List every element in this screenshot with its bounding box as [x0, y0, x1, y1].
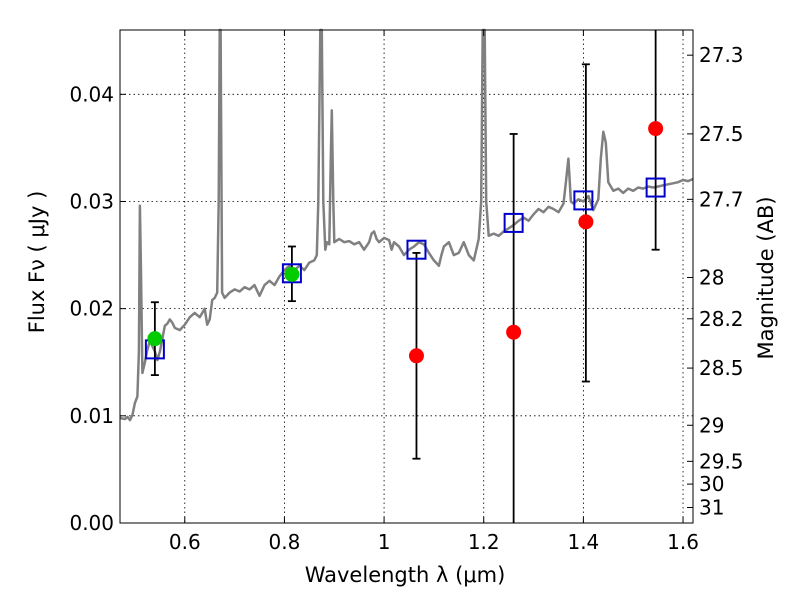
y-tick-label: 0.04: [69, 82, 114, 106]
detection-point: [147, 331, 163, 347]
magnitude-tick-label: 27.3: [699, 43, 744, 67]
detection-point: [284, 266, 300, 282]
y-tick-label: 0.03: [69, 189, 114, 213]
spectrum-layer: [119, 28, 694, 422]
measurement-point: [408, 348, 424, 364]
measurement-point: [578, 214, 594, 230]
magnitude-axis-label: Magnitude (AB): [754, 196, 778, 359]
plot-frame: [119, 29, 694, 524]
model-flux-square: [573, 190, 594, 211]
x-tick-label: 1: [378, 530, 391, 554]
x-tick-label: 1.6: [667, 530, 699, 554]
x-tick-label: 1.4: [567, 530, 599, 554]
model-flux-square: [406, 239, 427, 260]
magnitude-tick-label: 29: [699, 413, 724, 437]
x-tick-label: 0.6: [169, 530, 201, 554]
magnitude-tick-label: 31: [699, 496, 724, 520]
y-axis-ticks: 0.00 0.01 0.02 0.03 0.04: [69, 82, 126, 535]
x-tick-label: 1.2: [468, 530, 500, 554]
spectrum-line: [119, 28, 694, 422]
grid-lines: [120, 30, 693, 524]
magnitude-tick-label: 30: [699, 472, 724, 496]
y-tick-label: 0.02: [69, 297, 114, 321]
measurement-point: [506, 324, 522, 340]
model-flux-square: [645, 177, 666, 198]
magnitude-tick-label: 27.5: [699, 122, 744, 146]
x-tick-label: 0.8: [269, 530, 301, 554]
y-tick-label: 0.00: [69, 511, 114, 535]
y-axis-label: Flux Fν ( μJy ): [25, 191, 49, 334]
magnitude-tick-label: 29.5: [699, 449, 744, 473]
marker-layer: [144, 121, 666, 364]
measurement-point: [648, 121, 664, 137]
magnitude-tick-label: 27.7: [699, 187, 744, 211]
y-tick-label: 0.01: [69, 404, 114, 428]
magnitude-tick-label: 28: [699, 265, 724, 289]
x-axis-label: Wavelength λ (μm): [305, 563, 506, 587]
magnitude-tick-label: 28.2: [699, 307, 744, 331]
x-axis-ticks: 0.6 0.8 1 1.2 1.4 1.6: [169, 30, 699, 554]
model-flux-square: [281, 263, 302, 284]
magnitude-tick-label: 28.5: [699, 356, 744, 380]
model-flux-square: [503, 212, 524, 233]
